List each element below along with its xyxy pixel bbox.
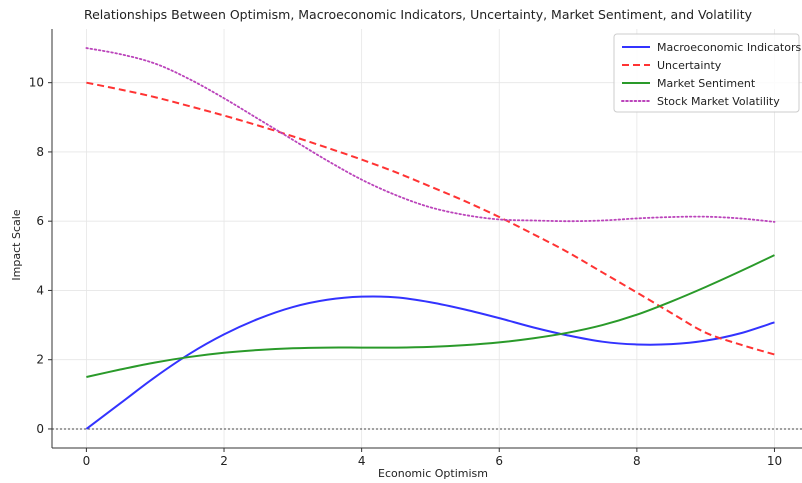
y-tick-label: 10 bbox=[29, 76, 44, 90]
legend-label-macroeconomic-indicators: Macroeconomic Indicators bbox=[657, 41, 801, 54]
y-tick-label: 2 bbox=[36, 353, 44, 367]
x-tick-label: 2 bbox=[220, 454, 228, 468]
y-tick-label: 4 bbox=[36, 283, 44, 297]
series-line-stock-market-volatility bbox=[85, 47, 776, 223]
legend: Macroeconomic Indicators Uncertainty Marke… bbox=[613, 33, 801, 113]
x-tick-label: 10 bbox=[767, 454, 782, 468]
x-tick-label: 6 bbox=[495, 454, 503, 468]
legend-label-market-sentiment: Market Sentiment bbox=[657, 77, 756, 90]
series-layer bbox=[85, 47, 776, 430]
y-axis-label: Impact Scale bbox=[10, 209, 23, 280]
chart-title: Relationships Between Optimism, Macroeco… bbox=[84, 7, 753, 22]
series-line-uncertainty bbox=[86, 81, 775, 356]
x-tick-label: 0 bbox=[83, 454, 91, 468]
x-tick-label: 4 bbox=[358, 454, 366, 468]
legend-label-uncertainty: Uncertainty bbox=[657, 59, 722, 72]
series-line-market-sentiment bbox=[86, 254, 775, 378]
y-tick-label: 8 bbox=[36, 145, 44, 159]
series-line-macroeconomic-indicators bbox=[85, 295, 775, 430]
y-tick-label: 0 bbox=[36, 422, 44, 436]
x-axis-label: Economic Optimism bbox=[378, 467, 488, 479]
y-tick-label: 6 bbox=[36, 214, 44, 228]
ticks-layer: 0 2 4 6 8 10 0 2 4 6 8 10 bbox=[29, 76, 782, 468]
legend-label-stock-market-volatility: Stock Market Volatility bbox=[657, 95, 780, 108]
axes-layer bbox=[51, 29, 802, 449]
x-tick-label: 8 bbox=[633, 454, 641, 468]
legend-box bbox=[613, 33, 800, 113]
